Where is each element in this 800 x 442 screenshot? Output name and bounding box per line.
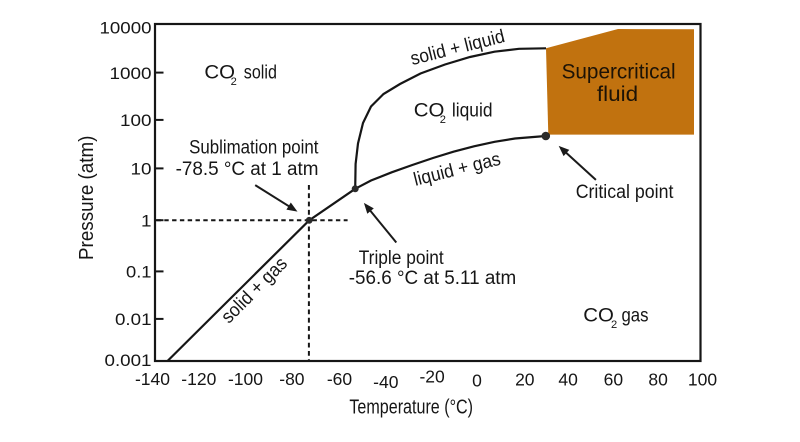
svg-text:10000: 10000 bbox=[100, 18, 152, 37]
svg-text:1000: 1000 bbox=[110, 64, 152, 83]
svg-text:80: 80 bbox=[648, 369, 668, 389]
svg-text:-78.5 °C at 1 atm: -78.5 °C at 1 atm bbox=[176, 159, 319, 180]
svg-text:Pressure (atm): Pressure (atm) bbox=[76, 136, 98, 260]
svg-text:2: 2 bbox=[440, 114, 446, 126]
svg-text:Critical point: Critical point bbox=[576, 182, 674, 203]
svg-text:CO: CO bbox=[583, 306, 614, 327]
svg-text:fluid: fluid bbox=[597, 83, 638, 106]
svg-text:-100: -100 bbox=[228, 369, 263, 389]
svg-text:-20: -20 bbox=[419, 366, 445, 386]
svg-text:Supercritical: Supercritical bbox=[562, 61, 676, 84]
svg-text:0.001: 0.001 bbox=[105, 351, 152, 370]
svg-text:0.01: 0.01 bbox=[115, 310, 152, 329]
svg-text:CO: CO bbox=[204, 63, 235, 84]
svg-text:liquid: liquid bbox=[452, 100, 493, 121]
svg-text:10: 10 bbox=[131, 160, 152, 179]
svg-text:0: 0 bbox=[472, 371, 482, 391]
svg-text:1: 1 bbox=[141, 211, 152, 230]
svg-text:-60: -60 bbox=[327, 369, 353, 389]
svg-text:60: 60 bbox=[604, 369, 624, 389]
svg-text:Sublimation point: Sublimation point bbox=[189, 138, 319, 159]
svg-text:-40: -40 bbox=[373, 372, 399, 392]
svg-text:100: 100 bbox=[120, 111, 152, 130]
svg-text:-80: -80 bbox=[279, 369, 305, 389]
svg-text:2: 2 bbox=[611, 319, 617, 331]
svg-text:-56.6 °C at 5.11 atm: -56.6 °C at 5.11 atm bbox=[349, 268, 517, 289]
svg-text:-120: -120 bbox=[181, 369, 216, 389]
svg-text:solid: solid bbox=[244, 63, 277, 84]
svg-text:0.1: 0.1 bbox=[126, 263, 152, 282]
svg-text:Temperature (°C): Temperature (°C) bbox=[349, 397, 473, 419]
svg-text:40: 40 bbox=[558, 369, 578, 389]
svg-text:-140: -140 bbox=[135, 369, 170, 389]
svg-text:20: 20 bbox=[515, 369, 535, 389]
svg-text:100: 100 bbox=[688, 369, 717, 389]
svg-text:gas: gas bbox=[622, 306, 649, 327]
svg-text:2: 2 bbox=[231, 76, 237, 88]
svg-text:CO: CO bbox=[414, 100, 445, 121]
svg-text:Triple point: Triple point bbox=[359, 248, 445, 269]
